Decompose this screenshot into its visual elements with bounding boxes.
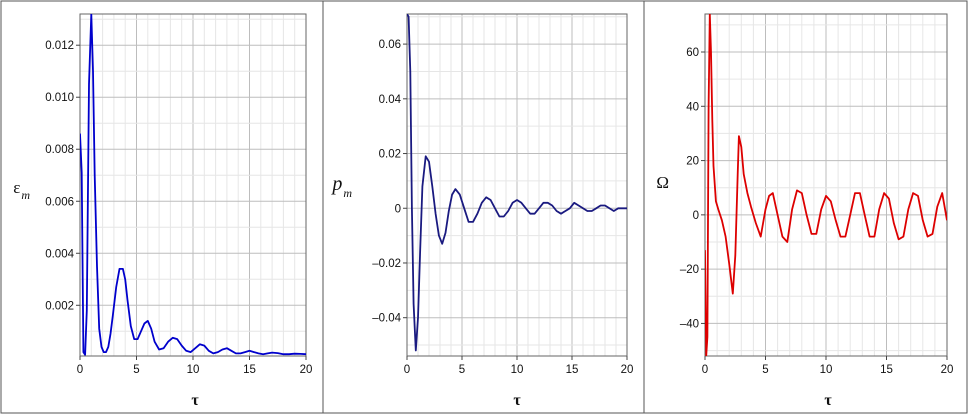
y-axis-ticks: –40 –20 0 20 40 60 [680,47,705,330]
x-tick-label: 5 [133,364,139,376]
x-axis-label: τ [824,392,832,409]
y-tick-label: 0.010 [45,92,74,104]
series-line-p-m [407,14,627,352]
y-axis-label: εm [13,178,30,202]
y-tick-label: 0.004 [45,248,74,260]
series-line-epsilon-m [80,14,306,356]
x-tick-label: 10 [820,364,833,376]
y-axis-label: Ω [656,173,669,192]
x-tick-label: 5 [762,364,768,376]
y-tick-label: 0 [395,203,401,215]
grid [406,14,628,356]
y-tick-label: 0.008 [45,144,74,156]
y-tick-label: 60 [686,47,699,59]
y-axis-label: pm [330,173,352,200]
x-tick-label: 15 [880,364,893,376]
y-tick-label: 0.04 [379,94,402,106]
x-axis-ticks: 0 5 10 15 20 [404,356,634,376]
y-tick-label: 0.012 [45,40,74,52]
y-tick-label: 20 [686,156,699,168]
y-tick-label: 0.006 [45,196,74,208]
y-axis-ticks: 0.002 0.004 0.006 0.008 0.010 0.012 [45,40,80,312]
y-axis-label-main: p [330,173,342,195]
panel-omega: 0 5 10 15 20 –40 –20 0 20 40 60 τ Ω [656,13,954,409]
x-tick-label: 5 [459,364,465,376]
grid [704,14,948,356]
x-tick-label: 0 [702,364,708,376]
x-tick-label: 10 [187,364,200,376]
grid [79,14,307,356]
y-tick-label: –0.04 [372,313,401,325]
panel-epsilon-m: 0 5 10 15 20 0.0020.0040.0060.0080.0100.012 … [13,13,313,409]
y-tick-label: 0.002 [45,300,74,312]
x-axis-ticks: 0 5 10 15 20 [77,356,313,376]
x-tick-label: 20 [300,364,313,376]
x-axis-ticks: 0 5 10 15 20 [702,356,954,376]
x-tick-label: 20 [941,364,954,376]
x-tick-label: 15 [566,364,579,376]
y-tick-label: 0.06 [379,39,401,51]
series-line-omega [705,14,947,356]
y-tick-label: 0.02 [379,149,401,161]
y-tick-label: –20 [680,264,699,276]
y-axis-label-main: ε [13,178,20,197]
y-tick-label: 40 [686,101,699,113]
x-tick-label: 0 [404,364,410,376]
y-tick-label: –40 [680,318,699,330]
x-axis-label: τ [513,392,521,409]
y-tick-label: 0 [693,210,699,222]
y-tick-label: –0.02 [372,258,401,270]
x-tick-label: 20 [621,364,634,376]
y-axis-label-sub: m [21,188,30,202]
x-tick-label: 10 [511,364,524,376]
panel-p-m: 0 5 10 15 20 –0.04 –0.02 0 0.02 0.04 0.06 τ pm [330,13,634,409]
y-axis-ticks: –0.04 –0.02 0 0.02 0.04 0.06 [372,39,407,325]
x-tick-label: 0 [77,364,83,376]
x-tick-label: 15 [243,364,256,376]
x-axis-label: τ [191,392,199,409]
y-axis-label-sub: m [343,186,352,200]
